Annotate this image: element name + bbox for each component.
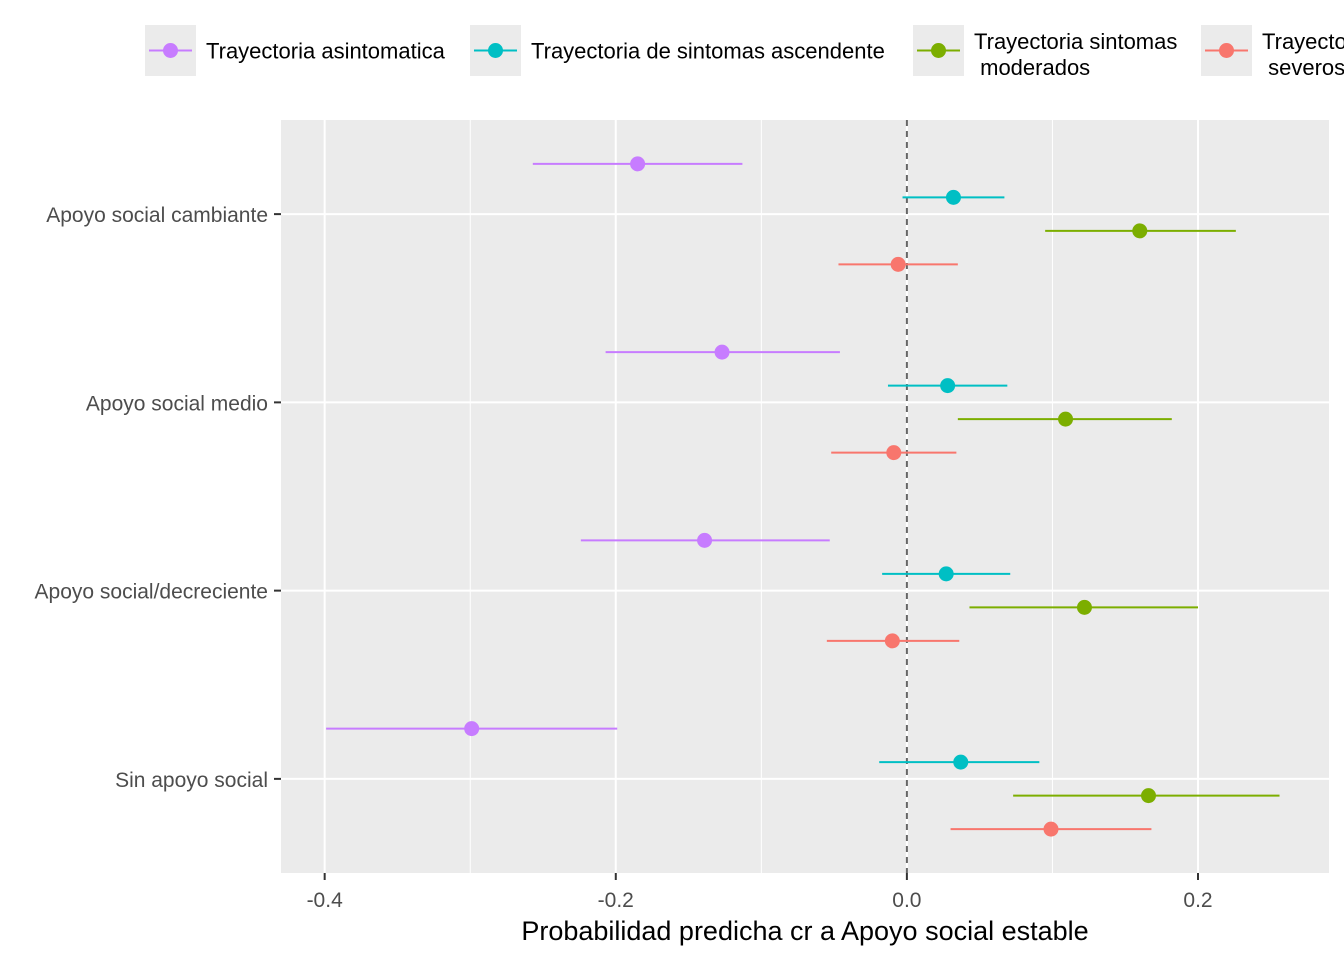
point-estimate [886, 445, 902, 461]
point-estimate [697, 532, 713, 548]
y-axis: Apoyo social cambiante Apoyo social medio… [35, 204, 281, 792]
legend-key-point [163, 43, 178, 58]
series-3 [957, 223, 1280, 804]
y-tick-label: Apoyo social/decreciente [35, 581, 268, 604]
point-estimate [945, 189, 961, 205]
legend-key-point [488, 43, 503, 58]
y-tick-label: Apoyo social cambiante [46, 204, 268, 227]
legend-key-point [931, 43, 946, 58]
x-tick-label: -0.2 [598, 889, 634, 912]
point-estimate [1058, 411, 1074, 427]
point-estimate [464, 721, 480, 737]
legend-label: Trayectoria de sintomas ascendente [531, 39, 885, 64]
point-estimate [1132, 223, 1148, 239]
x-tick-label: -0.4 [307, 889, 344, 912]
x-axis: -0.4 -0.2 0.0 0.2 [307, 873, 1213, 912]
point-estimate [1076, 599, 1092, 615]
legend-label: Trayectoria asintomatica [206, 39, 446, 64]
data-marks [326, 156, 1280, 837]
legend-item-2: Trayectoria de sintomas ascendente [470, 25, 885, 76]
legend-key-point [1219, 43, 1234, 58]
series-2 [879, 189, 1040, 770]
x-tick-label: 0.0 [892, 889, 921, 912]
point-estimate [890, 256, 906, 272]
legend-item-1: Trayectoria asintomatica [145, 25, 446, 76]
legend-item-3: Trayectoria sintomas moderados [913, 25, 1177, 80]
legend-label: Trayectoria sintomas moderados [974, 29, 1177, 80]
point-estimate [714, 344, 730, 360]
point-estimate [938, 566, 954, 582]
y-tick-label: Apoyo social medio [86, 392, 268, 415]
legend-label: Trayectoria sintomas severos [1262, 29, 1344, 80]
point-estimate [940, 378, 956, 394]
legend: Trayectoria asintomatica Trayectoria de s… [145, 25, 1344, 80]
y-tick-label: Sin apoyo social [115, 769, 268, 792]
point-estimate [1043, 821, 1059, 837]
legend-item-4: Trayectoria sintomas severos [1201, 25, 1344, 80]
point-estimate [630, 156, 646, 172]
plot-panel [281, 120, 1329, 873]
series-4 [826, 256, 1152, 837]
series-1 [326, 156, 840, 737]
x-axis-title: Probabilidad predicha cr a Apoyo social … [521, 916, 1088, 946]
point-estimate [1141, 788, 1157, 804]
x-tick-label: 0.2 [1183, 889, 1212, 912]
point-estimate [953, 754, 969, 770]
point-estimate [884, 633, 900, 649]
